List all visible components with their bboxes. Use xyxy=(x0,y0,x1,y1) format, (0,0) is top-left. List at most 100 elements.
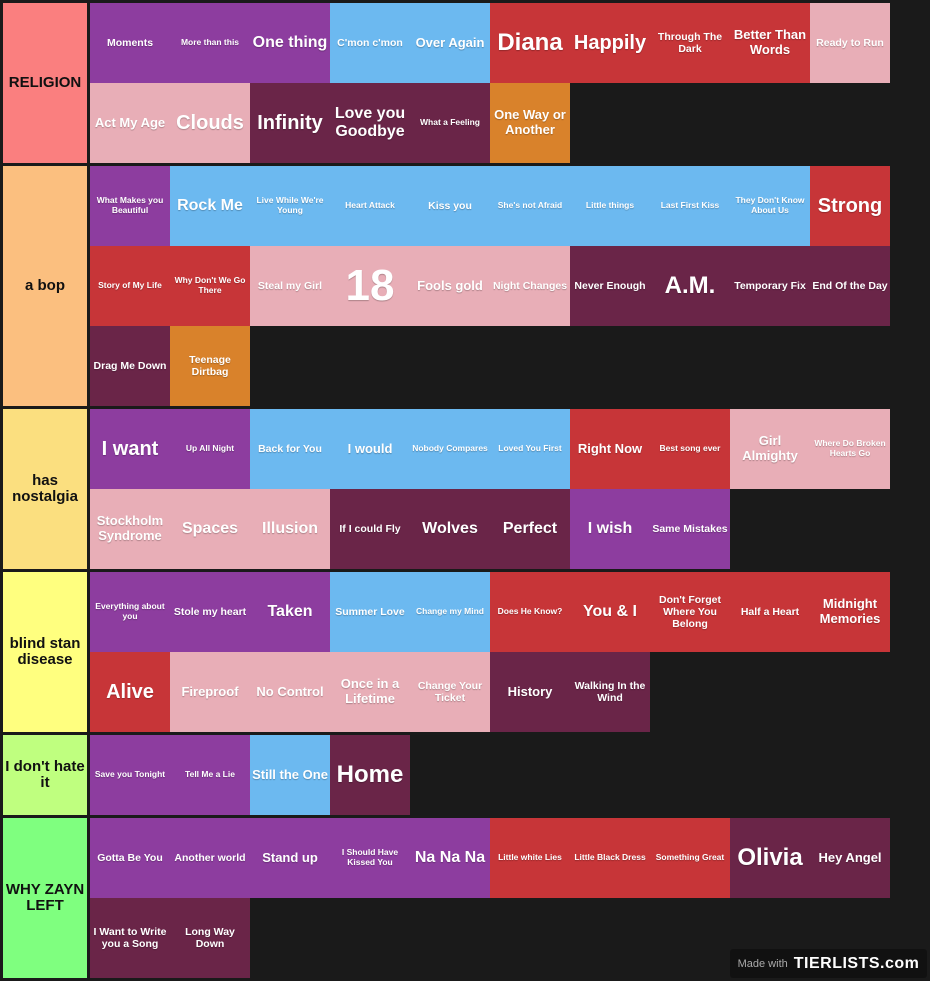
song-tile[interactable]: Last First Kiss xyxy=(650,166,730,246)
song-tile[interactable]: End Of the Day xyxy=(810,246,890,326)
song-tile[interactable]: Perfect xyxy=(490,489,570,569)
song-tile[interactable]: Loved You First xyxy=(490,409,570,489)
song-tile[interactable]: Midnight Memories xyxy=(810,572,890,652)
song-tile[interactable]: Summer Love xyxy=(330,572,410,652)
song-tile[interactable]: More than this xyxy=(170,3,250,83)
song-tile[interactable]: I wish xyxy=(570,489,650,569)
song-tile[interactable]: Once in a Lifetime xyxy=(330,652,410,732)
song-tile[interactable]: Moments xyxy=(90,3,170,83)
song-title: Up All Night xyxy=(185,443,235,454)
song-tile[interactable]: Taken xyxy=(250,572,330,652)
song-tile[interactable]: Story of My Life xyxy=(90,246,170,326)
tier-label[interactable]: has nostalgia xyxy=(3,409,87,569)
tier-label[interactable]: I don't hate it xyxy=(3,735,87,815)
song-tile[interactable]: A.M. xyxy=(650,246,730,326)
song-tile[interactable]: Na Na Na xyxy=(410,818,490,898)
song-tile[interactable]: Never Enough xyxy=(570,246,650,326)
song-tile[interactable]: I Want to Write you a Song xyxy=(90,898,170,978)
song-tile[interactable]: Right Now xyxy=(570,409,650,489)
song-tile[interactable]: Temporary Fix xyxy=(730,246,810,326)
song-tile[interactable]: What a Feeling xyxy=(410,83,490,163)
tier-label[interactable]: WHY ZAYN LEFT xyxy=(3,818,87,978)
song-tile[interactable]: One Way or Another xyxy=(490,83,570,163)
song-tile[interactable]: Stockholm Syndrome xyxy=(90,489,170,569)
song-tile[interactable]: Strong xyxy=(810,166,890,246)
song-title: Rock Me xyxy=(177,196,243,214)
song-tile[interactable]: Drag Me Down xyxy=(90,326,170,406)
song-tile[interactable]: Wolves xyxy=(410,489,490,569)
song-tile[interactable]: Love you Goodbye xyxy=(330,83,410,163)
song-tile[interactable]: She's not Afraid xyxy=(490,166,570,246)
song-tile[interactable]: Fireproof xyxy=(170,652,250,732)
song-tile[interactable]: Up All Night xyxy=(170,409,250,489)
song-tile[interactable]: Diana xyxy=(490,3,570,83)
song-tile[interactable]: Steal my Girl xyxy=(250,246,330,326)
song-tile[interactable]: Save you Tonight xyxy=(90,735,170,815)
song-tile[interactable]: They Don't Know About Us xyxy=(730,166,810,246)
song-tile[interactable]: Stole my heart xyxy=(170,572,250,652)
song-tile[interactable]: Don't Forget Where You Belong xyxy=(650,572,730,652)
song-tile[interactable]: Another world xyxy=(170,818,250,898)
tier-label[interactable]: RELIGION xyxy=(3,3,87,163)
song-tile[interactable]: What Makes you Beautiful xyxy=(90,166,170,246)
song-tile[interactable]: Better Than Words xyxy=(730,3,810,83)
song-tile[interactable]: I would xyxy=(330,409,410,489)
song-tile[interactable]: Little Black Dress xyxy=(570,818,650,898)
song-tile[interactable]: Change my Mind xyxy=(410,572,490,652)
song-tile[interactable]: Long Way Down xyxy=(170,898,250,978)
song-tile[interactable]: Does He Know? xyxy=(490,572,570,652)
song-tile[interactable]: Gotta Be You xyxy=(90,818,170,898)
song-tile[interactable]: Same Mistakes xyxy=(650,489,730,569)
song-tile[interactable]: Little things xyxy=(570,166,650,246)
song-tile[interactable]: Everything about you xyxy=(90,572,170,652)
song-tile[interactable]: History xyxy=(490,652,570,732)
song-tile[interactable]: Home xyxy=(330,735,410,815)
song-tile[interactable]: I want xyxy=(90,409,170,489)
song-tile[interactable]: Over Again xyxy=(410,3,490,83)
song-tile[interactable]: Ready to Run xyxy=(810,3,890,83)
song-tile[interactable]: Back for You xyxy=(250,409,330,489)
tier-label[interactable]: blind stan disease xyxy=(3,572,87,732)
song-tile[interactable]: Illusion xyxy=(250,489,330,569)
tier-label[interactable]: a bop xyxy=(3,166,87,406)
song-tile[interactable]: Spaces xyxy=(170,489,250,569)
song-tile[interactable]: Tell Me a Lie xyxy=(170,735,250,815)
song-tile[interactable]: Live While We're Young xyxy=(250,166,330,246)
song-tile[interactable]: Best song ever xyxy=(650,409,730,489)
song-tile[interactable]: C'mon c'mon xyxy=(330,3,410,83)
song-tile[interactable]: Alive xyxy=(90,652,170,732)
song-tile[interactable]: Rock Me xyxy=(170,166,250,246)
song-tile[interactable]: Heart Attack xyxy=(330,166,410,246)
song-tile[interactable]: Kiss you xyxy=(410,166,490,246)
song-tile[interactable]: Happily xyxy=(570,3,650,83)
song-tile[interactable]: I Should Have Kissed You xyxy=(330,818,410,898)
song-tile[interactable]: Where Do Broken Hearts Go xyxy=(810,409,890,489)
song-title: Best song ever xyxy=(659,443,721,454)
song-tile[interactable]: Hey Angel xyxy=(810,818,890,898)
song-tile[interactable]: Night Changes xyxy=(490,246,570,326)
song-tile[interactable]: Little white Lies xyxy=(490,818,570,898)
song-tile[interactable]: Stand up xyxy=(250,818,330,898)
song-tile[interactable]: 18 xyxy=(330,246,410,326)
song-tile[interactable]: You & I xyxy=(570,572,650,652)
song-tile[interactable]: One thing xyxy=(250,3,330,83)
song-title: No Control xyxy=(256,683,324,699)
song-tile[interactable]: If I could Fly xyxy=(330,489,410,569)
song-tile[interactable]: Olivia xyxy=(730,818,810,898)
song-tile[interactable]: No Control xyxy=(250,652,330,732)
song-tile[interactable]: Through The Dark xyxy=(650,3,730,83)
song-tile[interactable]: Fools gold xyxy=(410,246,490,326)
song-tile[interactable]: Act My Age xyxy=(90,83,170,163)
song-tile[interactable]: Change Your Ticket xyxy=(410,652,490,732)
song-tile[interactable]: Teenage Dirtbag xyxy=(170,326,250,406)
song-tile[interactable]: Still the One xyxy=(250,735,330,815)
song-tile[interactable]: Half a Heart xyxy=(730,572,810,652)
song-tile[interactable]: Something Great xyxy=(650,818,730,898)
song-tile[interactable]: Girl Almighty xyxy=(730,409,810,489)
song-tile[interactable]: Nobody Compares xyxy=(410,409,490,489)
song-tile[interactable]: Walking In the Wind xyxy=(570,652,650,732)
song-tile[interactable]: Infinity xyxy=(250,83,330,163)
song-tile[interactable]: Why Don't We Go There xyxy=(170,246,250,326)
song-title: I Want to Write you a Song xyxy=(93,925,167,950)
song-tile[interactable]: Clouds xyxy=(170,83,250,163)
